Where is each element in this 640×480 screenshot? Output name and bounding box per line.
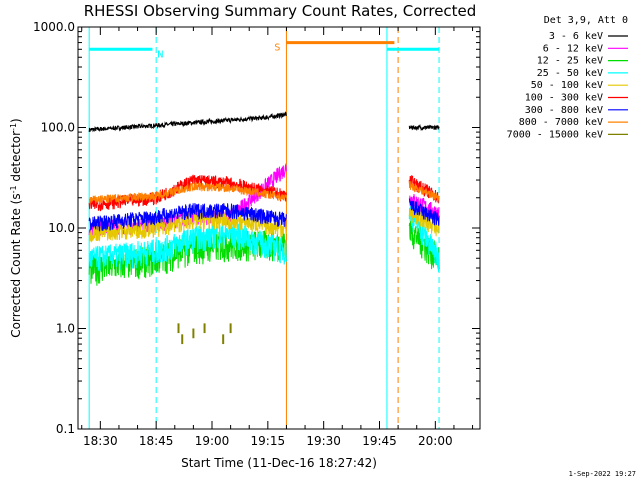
x-tick-label-1: 18:45: [139, 434, 174, 448]
flag-label-0: N: [157, 49, 163, 60]
y-axis-label: Corrected Count Rate (s-1 detector-1): [9, 118, 23, 337]
series-0-segment-1: [408, 124, 440, 132]
series-7-segment-0: [88, 181, 287, 205]
legend-label-8: 7000 - 15000 keV: [507, 129, 603, 140]
x-tick-label-3: 19:15: [251, 434, 286, 448]
plot-area: NS: [88, 27, 440, 429]
legend-label-4: 50 - 100 keV: [531, 80, 603, 91]
x-tick-label-0: 18:30: [83, 434, 118, 448]
legend-label-1: 6 - 12 keV: [543, 43, 603, 54]
y-tick-label-2: 10.0: [48, 221, 75, 235]
series-6-trace: [88, 198, 440, 232]
series-6-segment-1: [408, 198, 440, 226]
x-tick-label-5: 19:45: [362, 434, 397, 448]
series-7-segment-1: [408, 180, 440, 202]
y-tick-label-0: 0.1: [56, 422, 75, 436]
x-axis-label: Start Time (11-Dec-16 18:27:42): [181, 456, 377, 470]
series-0-segment-0: [88, 111, 287, 133]
series-7-trace: [88, 180, 440, 205]
series-4-segment-0: [88, 211, 287, 243]
series-6-segment-0: [88, 202, 287, 232]
series-3-segment-0: [88, 222, 287, 272]
x-tick-label-4: 19:30: [306, 434, 341, 448]
y-tick-label-3: 100.0: [41, 121, 75, 135]
y-tick-label-1: 1.0: [56, 322, 75, 336]
flag-label-1: S: [274, 43, 280, 54]
legend-label-6: 300 - 800 keV: [525, 105, 603, 116]
series-8-trace: [177, 323, 232, 345]
legend-title: Det 3,9, Att 0: [544, 15, 628, 26]
generated-timestamp: 1-Sep-2022 19:27: [569, 470, 636, 478]
legend-label-7: 800 - 7000 keV: [519, 117, 603, 128]
series-0-trace: [88, 111, 440, 133]
axis-ticks: 18:30 18:45 19:00 19:15 19:30 19:45 20:00 0.1 1.…: [33, 20, 480, 448]
x-tick-label-6: 20:00: [418, 434, 453, 448]
legend-label-2: 12 - 25 keV: [537, 56, 603, 67]
y-tick-label-4: 1000.0: [33, 20, 75, 34]
x-tick-label-2: 19:00: [195, 434, 230, 448]
chart-title: RHESSI Observing Summary Count Rates, Co…: [84, 2, 477, 20]
legend-label-5: 100 - 300 keV: [525, 93, 603, 104]
legend-label-0: 3 - 6 keV: [549, 31, 603, 42]
legend-label-3: 25 - 50 keV: [537, 68, 603, 79]
